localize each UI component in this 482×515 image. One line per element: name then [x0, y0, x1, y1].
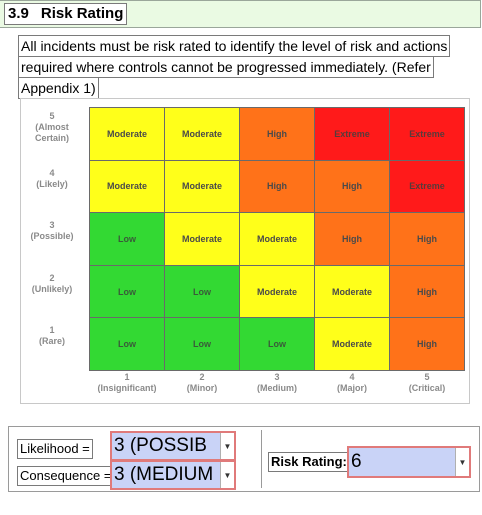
likelihood-number: 5 — [49, 111, 55, 121]
section-title-text: Risk Rating — [40, 5, 124, 22]
consequence-number: 5 — [424, 372, 430, 382]
likelihood-number: 1 — [49, 325, 55, 335]
risk-form-table — [8, 426, 480, 492]
consequence-col-label: 3 (Medium) — [239, 372, 315, 394]
risk-cell-low: Low — [240, 318, 315, 371]
risk-rating-select[interactable]: 6 ▼ — [347, 446, 471, 478]
consequence-name: (Critical) — [408, 383, 446, 393]
risk-cell-low: Low — [90, 318, 165, 371]
consequence-col-label: 1 (Insignificant) — [89, 372, 165, 394]
consequence-col-label: 4 (Major) — [314, 372, 390, 394]
risk-cell-moderate: Moderate — [240, 265, 315, 319]
chevron-down-icon[interactable]: ▼ — [220, 433, 234, 459]
consequence-label: Consequence = — [17, 466, 115, 486]
likelihood-select-value: 3 (POSSIB — [114, 435, 207, 456]
chevron-down-icon[interactable]: ▼ — [455, 448, 469, 476]
likelihood-name: (Almost — [35, 122, 69, 132]
likelihood-label: Likelihood = — [17, 439, 93, 459]
section-title: 3.9 Risk Rating — [4, 3, 128, 25]
risk-cell-moderate: Moderate — [90, 160, 165, 214]
risk-cell-extreme: Extreme — [315, 108, 390, 161]
risk-cell-moderate: Moderate — [165, 213, 240, 266]
consequence-name: (Major) — [337, 383, 367, 393]
risk-cell-extreme: Extreme — [390, 160, 465, 214]
consequence-name: (Medium) — [257, 383, 297, 393]
likelihood-name: (Likely) — [36, 179, 68, 189]
consequence-col-label: 5 (Critical) — [389, 372, 465, 394]
risk-cell-low: Low — [90, 265, 165, 319]
form-divider — [261, 430, 262, 488]
risk-matrix-grid: Moderate Moderate High Extreme Extreme Modera… — [89, 107, 465, 371]
risk-cell-high: High — [390, 318, 465, 371]
risk-cell-high: High — [390, 213, 465, 266]
likelihood-name: (Rare) — [38, 336, 65, 346]
likelihood-row-label: 4 (Likely) — [22, 168, 82, 190]
consequence-number: 3 — [274, 372, 280, 382]
consequence-number: 2 — [199, 372, 205, 382]
likelihood-name-cont: Certain) — [34, 133, 69, 143]
risk-cell-extreme: Extreme — [390, 108, 465, 161]
risk-cell-moderate: Moderate — [90, 108, 165, 161]
consequence-number: 1 — [124, 372, 130, 382]
consequence-col-label: 2 (Minor) — [164, 372, 240, 394]
likelihood-number: 4 — [49, 168, 55, 178]
risk-cell-moderate: Moderate — [315, 318, 390, 371]
intro-line-3: Appendix 1) — [18, 77, 99, 99]
likelihood-number: 2 — [49, 273, 55, 283]
chevron-down-icon[interactable]: ▼ — [220, 462, 234, 488]
intro-line-2: required where controls cannot be progre… — [18, 56, 434, 78]
likelihood-row-label: 2 (Unlikely) — [22, 273, 82, 295]
consequence-select[interactable]: 3 (MEDIUM ▼ — [110, 460, 236, 490]
risk-cell-low: Low — [165, 318, 240, 371]
likelihood-row-label: 5 (Almost Certain) — [22, 111, 82, 144]
consequence-select-value: 3 (MEDIUM — [114, 464, 214, 485]
section-header: 3.9 Risk Rating — [0, 0, 481, 28]
likelihood-row-label: 3 (Possible) — [22, 220, 82, 242]
risk-cell-low: Low — [90, 213, 165, 266]
risk-cell-moderate: Moderate — [165, 108, 240, 161]
likelihood-row-label: 1 (Rare) — [22, 325, 82, 347]
risk-rating-label: Risk Rating: — [268, 452, 350, 472]
likelihood-number: 3 — [49, 220, 55, 230]
risk-cell-high: High — [240, 160, 315, 214]
consequence-name: (Minor) — [186, 383, 218, 393]
risk-rating-value: 6 — [351, 451, 362, 472]
likelihood-name: (Unlikely) — [31, 284, 73, 294]
consequence-number: 4 — [349, 372, 355, 382]
risk-cell-high: High — [240, 108, 315, 161]
consequence-name: (Insignificant) — [97, 383, 157, 393]
likelihood-name: (Possible) — [30, 231, 74, 241]
risk-cell-high: High — [315, 160, 390, 214]
risk-cell-low: Low — [165, 265, 240, 319]
risk-cell-moderate: Moderate — [240, 213, 315, 266]
risk-cell-high: High — [315, 213, 390, 266]
intro-line-1: All incidents must be risk rated to iden… — [18, 35, 451, 57]
risk-cell-high: High — [390, 265, 465, 319]
risk-cell-moderate: Moderate — [165, 160, 240, 214]
risk-cell-moderate: Moderate — [315, 265, 390, 319]
likelihood-select[interactable]: 3 (POSSIB ▼ — [110, 431, 236, 461]
section-number: 3.9 — [8, 5, 29, 22]
